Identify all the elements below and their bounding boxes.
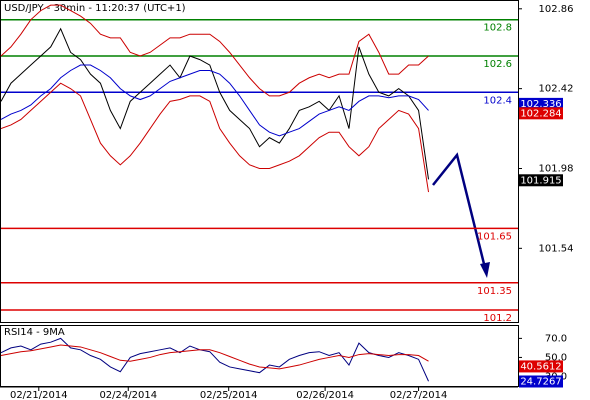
arrow-head — [480, 262, 490, 278]
series-line — [0, 27, 430, 180]
price-box — [519, 97, 563, 110]
y-tick-label: 102.86 — [539, 4, 574, 15]
x-tick-label: 02/21/2014 — [10, 390, 68, 400]
y-tick-label: 70.0 — [545, 333, 567, 344]
level-label: 101.65 — [477, 231, 512, 242]
level-label: 102.8 — [483, 23, 512, 34]
price-box — [519, 174, 563, 187]
rsi-title: RSI14 - 9MA — [4, 327, 65, 338]
x-tick-label: 02/25/2014 — [200, 390, 258, 400]
price-box-label: 40.5612 — [520, 361, 561, 372]
forecast-arrow — [432, 152, 487, 269]
price-box-label: 102.336 — [520, 99, 561, 110]
x-tick-label: 02/26/2014 — [296, 390, 354, 400]
price-box-label: 102.284 — [520, 108, 561, 119]
x-tick-label: 02/27/2014 — [390, 390, 448, 400]
x-tick-label: 02/24/2014 — [99, 390, 157, 400]
y-tick-label: 50.0 — [545, 352, 567, 363]
series-line — [0, 82, 430, 193]
price-box-label: 101.915 — [520, 175, 561, 186]
series-line — [0, 344, 429, 370]
series-line — [0, 64, 429, 137]
price-box — [519, 360, 563, 373]
y-tick-label: 101.54 — [539, 243, 574, 254]
price-box — [519, 107, 563, 120]
series-line — [0, 337, 429, 382]
price-box-label: 24.7267 — [520, 376, 561, 387]
level-label: 101.2 — [483, 313, 512, 324]
level-label: 102.6 — [483, 59, 512, 70]
series-line — [0, 4, 429, 97]
main-panel — [0, 0, 519, 323]
price-box — [519, 375, 563, 388]
level-label: 101.35 — [477, 286, 512, 297]
y-tick-label: 102.42 — [539, 84, 574, 95]
chart-title: USD/JPY - 30min - 11:20:37 (UTC+1) — [4, 3, 186, 14]
y-tick-label: 101.98 — [539, 163, 574, 174]
level-label: 102.4 — [483, 95, 512, 106]
